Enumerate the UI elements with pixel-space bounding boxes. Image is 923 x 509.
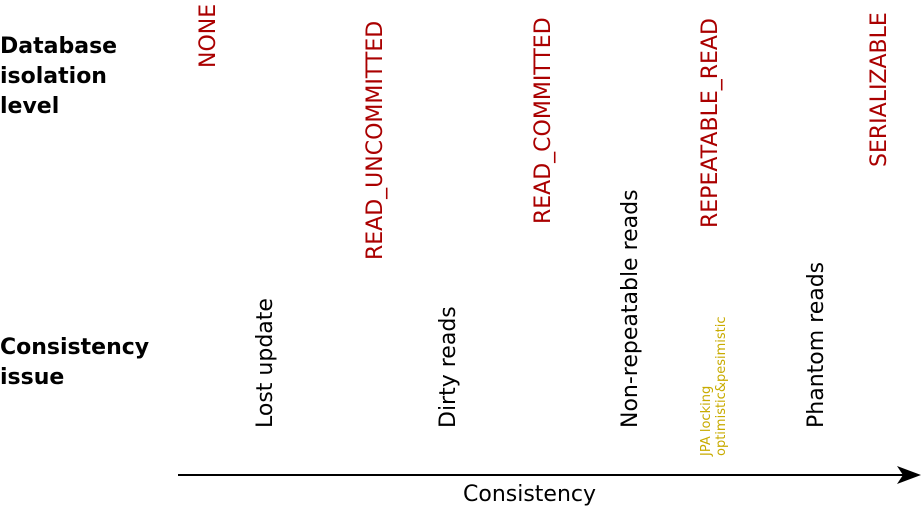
consistency-issue-row-label: Consistency issue — [0, 335, 150, 390]
isolation-level-row-label: Database isolation level — [0, 34, 118, 119]
consistency-axis-label: Consistency — [463, 482, 597, 507]
consistency-axis-arrowhead — [897, 466, 921, 484]
